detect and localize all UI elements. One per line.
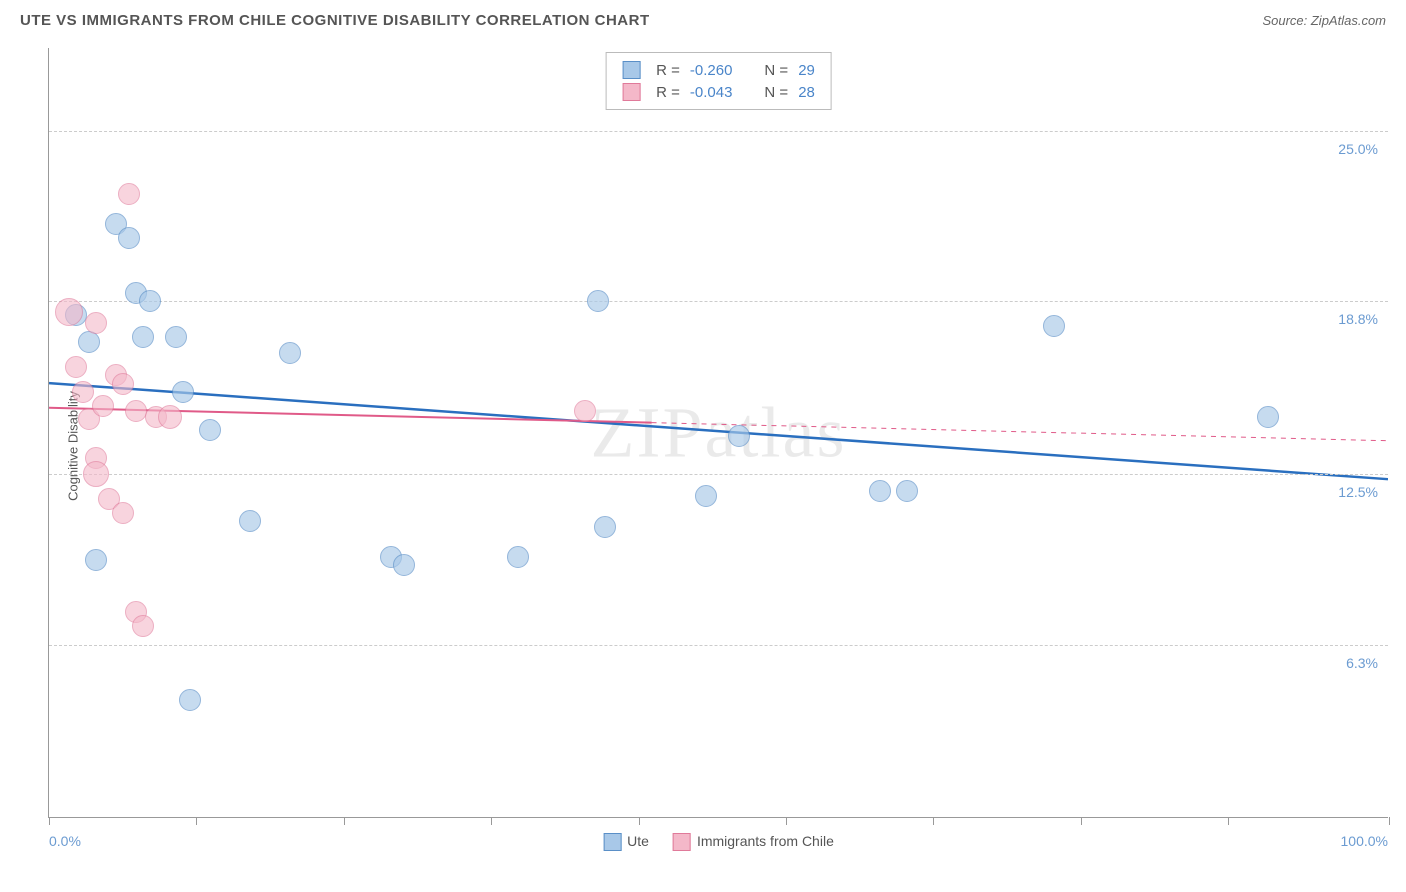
data-point <box>199 419 221 441</box>
data-point <box>728 425 750 447</box>
legend-item: Ute <box>603 833 649 851</box>
data-point <box>393 554 415 576</box>
legend-stat-row: R = -0.043N = 28 <box>622 81 815 103</box>
data-point <box>574 400 596 422</box>
series-legend: Ute Immigrants from Chile <box>603 833 834 851</box>
data-point <box>83 461 109 487</box>
data-point <box>1257 406 1279 428</box>
data-point <box>78 331 100 353</box>
data-point <box>587 290 609 312</box>
data-point <box>92 395 114 417</box>
data-point <box>112 373 134 395</box>
chart-plot-area: ZIPatlas R = -0.260N = 29R = -0.043N = 2… <box>48 48 1388 818</box>
data-point <box>72 381 94 403</box>
data-point <box>239 510 261 532</box>
y-tick-label: 12.5% <box>1338 484 1378 500</box>
x-tick <box>344 817 345 825</box>
data-point <box>695 485 717 507</box>
legend-item: Immigrants from Chile <box>673 833 834 851</box>
y-tick-label: 18.8% <box>1338 311 1378 327</box>
x-tick <box>196 817 197 825</box>
y-tick-label: 25.0% <box>1338 141 1378 157</box>
gridline <box>49 301 1388 302</box>
legend-stat-row: R = -0.260N = 29 <box>622 59 815 81</box>
x-tick <box>49 817 50 825</box>
data-point <box>132 326 154 348</box>
correlation-legend: R = -0.260N = 29R = -0.043N = 28 <box>605 52 832 110</box>
gridline <box>49 474 1388 475</box>
data-point <box>165 326 187 348</box>
data-point <box>55 298 83 326</box>
data-point <box>112 502 134 524</box>
data-point <box>594 516 616 538</box>
gridline <box>49 131 1388 132</box>
source-attribution: Source: ZipAtlas.com <box>1262 13 1386 28</box>
data-point <box>158 405 182 429</box>
data-point <box>65 356 87 378</box>
chart-title: UTE VS IMMIGRANTS FROM CHILE COGNITIVE D… <box>20 12 650 29</box>
data-point <box>172 381 194 403</box>
x-tick <box>491 817 492 825</box>
x-tick <box>1228 817 1229 825</box>
data-point <box>179 689 201 711</box>
data-point <box>118 227 140 249</box>
data-point <box>896 480 918 502</box>
data-point <box>869 480 891 502</box>
data-point <box>85 312 107 334</box>
trend-lines-svg <box>49 48 1388 817</box>
data-point <box>125 400 147 422</box>
data-point <box>85 549 107 571</box>
y-tick-label: 6.3% <box>1346 655 1378 671</box>
data-point <box>1043 315 1065 337</box>
gridline <box>49 645 1388 646</box>
x-tick <box>639 817 640 825</box>
x-tick <box>933 817 934 825</box>
x-tick <box>1389 817 1390 825</box>
x-axis-max-label: 100.0% <box>1341 833 1388 849</box>
data-point <box>118 183 140 205</box>
data-point <box>507 546 529 568</box>
data-point <box>132 615 154 637</box>
x-tick <box>786 817 787 825</box>
x-tick <box>1081 817 1082 825</box>
data-point <box>279 342 301 364</box>
watermark: ZIPatlas <box>591 391 847 474</box>
x-axis-min-label: 0.0% <box>49 833 81 849</box>
data-point <box>139 290 161 312</box>
